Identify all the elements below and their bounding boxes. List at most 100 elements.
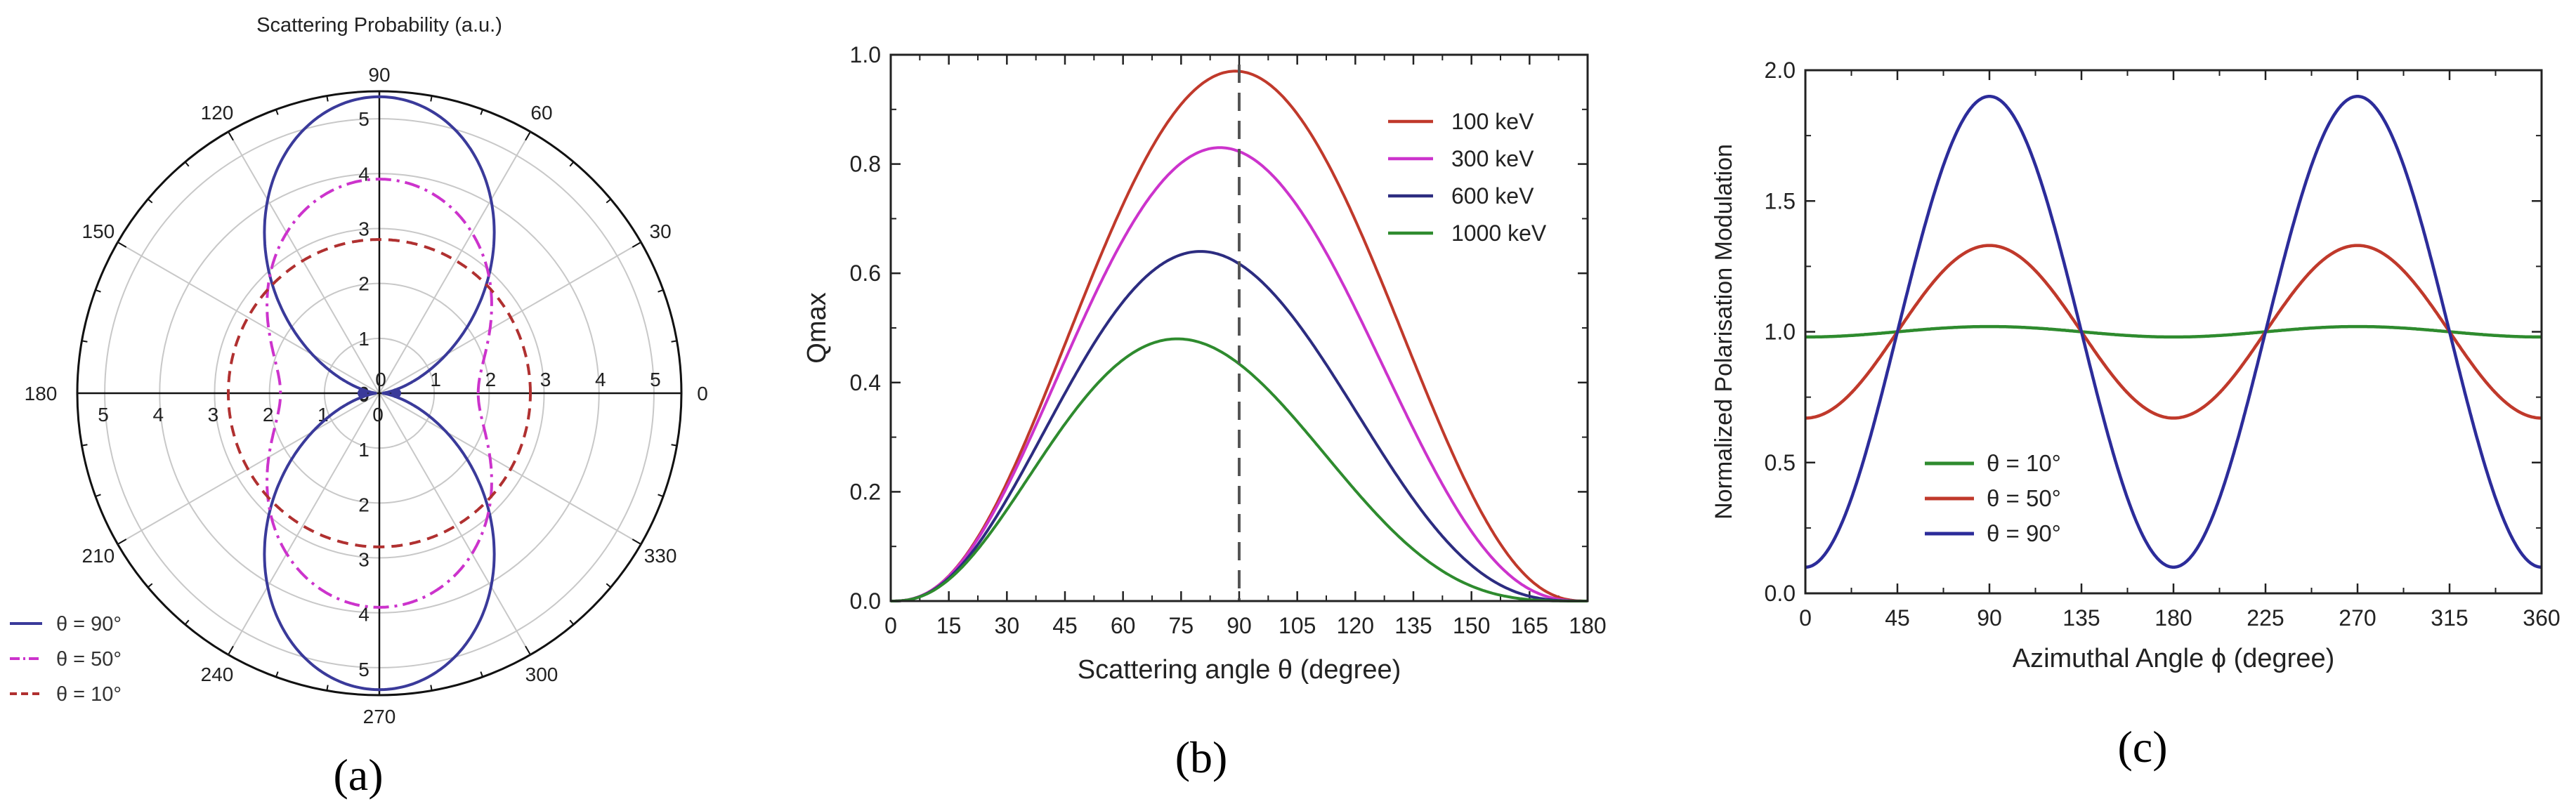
polar-angle-tick-label: 90 bbox=[368, 64, 390, 86]
polar-angle-tick-label: 120 bbox=[201, 102, 234, 124]
panel-c-legend-label: θ = 50° bbox=[1987, 485, 2061, 511]
polar-angle-tick bbox=[606, 583, 612, 588]
x-tick-label: 360 bbox=[2523, 605, 2560, 631]
panel-c-line-chart: 0 45 90 135 180 225 270 315 360 0.00.51.01.52.0 … bbox=[1711, 58, 2561, 772]
polar-r-tick-label: 5 bbox=[650, 369, 661, 390]
x-tick-label: 180 bbox=[1569, 613, 1606, 638]
polar-r-tick-label: 5 bbox=[98, 404, 109, 426]
polar-r-tick-label: 3 bbox=[358, 549, 370, 571]
polar-r-tick-label: 1 bbox=[358, 328, 370, 350]
polar-angle-tick bbox=[81, 444, 88, 447]
polar-angle-tick bbox=[480, 671, 484, 678]
panel-a-legend: θ = 90° θ = 50° θ = 10° bbox=[10, 613, 122, 706]
panel-b-line-chart: 0 15 30 45 60 75 90 105 120 135 150 165 180 0.00.20.… bbox=[802, 42, 1607, 782]
y-tick-label: 1.0 bbox=[850, 42, 881, 67]
panel-b-legend-label: 300 keV bbox=[1451, 146, 1534, 171]
y-tick-label: 0.4 bbox=[850, 370, 881, 395]
panel-c-legend: θ = 10° θ = 50° θ = 90° bbox=[1925, 450, 2061, 546]
panel-c-y-axis-label: Normalized Polarisation Modulation bbox=[1711, 144, 1737, 520]
polar-angle-tick bbox=[658, 289, 664, 293]
panel-b-x-tick-labels: 0 15 30 45 60 75 90 105 120 135 150 165 180 bbox=[884, 613, 1607, 638]
polar-series-line bbox=[227, 238, 532, 548]
polar-r-tick-label: 3 bbox=[540, 369, 551, 390]
panel-c-legend-label: θ = 90° bbox=[1987, 520, 2061, 546]
polar-angle-tick bbox=[632, 539, 641, 545]
x-tick-label: 15 bbox=[936, 613, 962, 638]
panel-a-polar-chart: Scattering Probability (a.u.) 0000111122… bbox=[10, 14, 708, 800]
polar-spoke bbox=[379, 393, 531, 655]
polar-angle-tick bbox=[671, 444, 677, 447]
panel-c-label: (c) bbox=[2117, 722, 2167, 772]
y-tick-label: 1.5 bbox=[1765, 188, 1796, 213]
x-tick-label: 0 bbox=[1799, 605, 1812, 631]
polar-angle-tick bbox=[569, 161, 575, 167]
x-tick-label: 90 bbox=[1227, 613, 1252, 638]
polar-r-tick-label: 0 bbox=[375, 369, 386, 390]
polar-angle-tick-label: 270 bbox=[363, 706, 396, 727]
polar-spoke bbox=[379, 131, 531, 394]
polar-r-tick-label: 1 bbox=[430, 369, 441, 390]
panel-b-legend: 100 keV 300 keV 600 keV 1000 keV bbox=[1388, 109, 1547, 246]
x-tick-label: 120 bbox=[1337, 613, 1374, 638]
x-tick-label: 225 bbox=[2247, 605, 2284, 631]
polar-series-group bbox=[227, 95, 532, 692]
y-tick-label: 0.0 bbox=[850, 588, 881, 614]
polar-legend-label: θ = 10° bbox=[56, 683, 122, 706]
x-tick-label: 135 bbox=[1394, 613, 1432, 638]
y-tick-label: 0.2 bbox=[850, 479, 881, 504]
polar-r-tick-label: 3 bbox=[208, 404, 219, 426]
panel-b-x-axis-label: Scattering angle θ (degree) bbox=[1078, 655, 1401, 685]
polar-legend-label: θ = 90° bbox=[56, 613, 122, 635]
polar-angle-tick bbox=[275, 671, 279, 678]
polar-angle-tick bbox=[632, 242, 641, 248]
polar-angle-tick bbox=[525, 131, 531, 141]
panel-c-x-tick-labels: 0 45 90 135 180 225 270 315 360 bbox=[1799, 605, 2561, 631]
polar-r-tick-label: 0 bbox=[372, 404, 384, 426]
x-tick-label: 135 bbox=[2062, 605, 2100, 631]
polar-angle-tick-label: 300 bbox=[525, 664, 558, 685]
polar-r-tick-label: 2 bbox=[358, 273, 370, 295]
x-tick-label: 150 bbox=[1453, 613, 1490, 638]
x-tick-label: 90 bbox=[1977, 605, 2002, 631]
panel-b-plot-frame bbox=[889, 53, 1589, 602]
panel-a-label: (a) bbox=[333, 750, 383, 800]
polar-angle-tick bbox=[228, 131, 234, 141]
polar-angle-tick bbox=[117, 242, 127, 248]
x-tick-label: 0 bbox=[884, 613, 897, 638]
polar-r-tick-label: 5 bbox=[358, 108, 370, 130]
polar-r-tick-label: 1 bbox=[358, 439, 370, 461]
polar-marker bbox=[391, 388, 401, 398]
y-tick-label: 0.6 bbox=[850, 261, 881, 286]
polar-spoke bbox=[228, 393, 380, 655]
polar-angle-tick bbox=[525, 645, 531, 655]
panel-c-x-axis-label: Azimuthal Angle ϕ (degree) bbox=[2013, 644, 2335, 673]
polar-r-tick-label: 4 bbox=[358, 604, 370, 626]
y-tick-label: 2.0 bbox=[1765, 58, 1796, 83]
polar-angle-tick-label: 60 bbox=[530, 102, 552, 124]
polar-angle-tick-label: 210 bbox=[82, 545, 115, 567]
panel-c-legend-label: θ = 10° bbox=[1987, 450, 2061, 476]
x-tick-label: 105 bbox=[1279, 613, 1316, 638]
y-tick-label: 0.8 bbox=[850, 152, 881, 177]
polar-angle-tick bbox=[480, 109, 484, 115]
polar-angle-tick-label: 30 bbox=[650, 220, 672, 242]
polar-r-tick-label: 5 bbox=[358, 659, 370, 680]
polar-r-tick-label: 4 bbox=[595, 369, 606, 390]
x-tick-label: 180 bbox=[2155, 605, 2192, 631]
panel-b-label: (b) bbox=[1175, 732, 1228, 782]
polar-angle-tick-label: 180 bbox=[25, 383, 58, 404]
panel-c-series-group bbox=[1805, 95, 2542, 569]
polar-angle-tick bbox=[184, 161, 190, 167]
panel-c-series-line bbox=[1805, 244, 2542, 420]
x-tick-label: 45 bbox=[1052, 613, 1078, 638]
panel-a-title: Scattering Probability (a.u.) bbox=[256, 14, 502, 37]
polar-spoke bbox=[228, 131, 380, 394]
polar-series-line bbox=[263, 95, 496, 692]
x-tick-label: 165 bbox=[1511, 613, 1548, 638]
panel-c-ticks bbox=[1804, 69, 2543, 595]
polar-angle-tick bbox=[95, 289, 101, 293]
panel-b-series-line bbox=[891, 337, 1588, 602]
polar-angle-tick bbox=[147, 198, 153, 204]
